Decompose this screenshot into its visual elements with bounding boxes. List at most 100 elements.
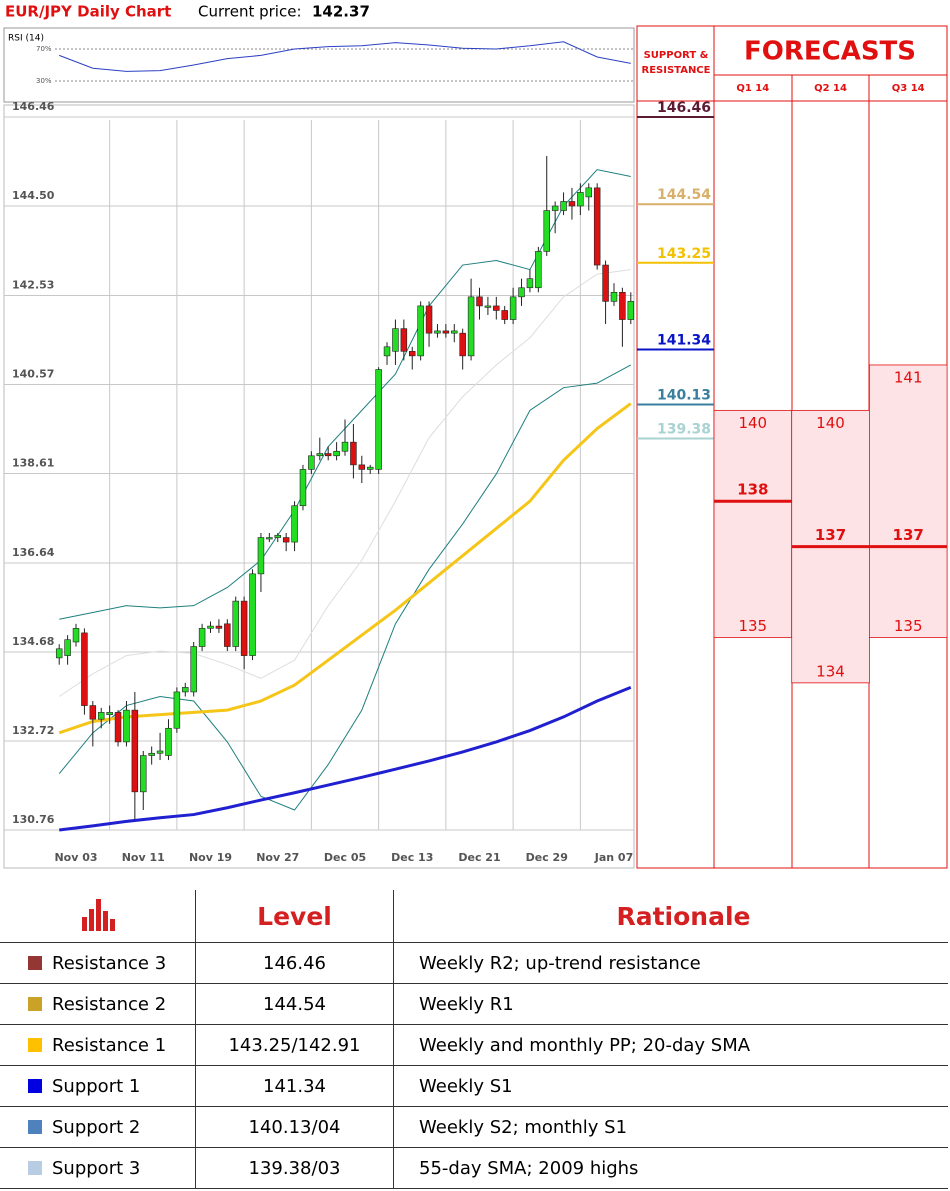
- row: Resistance 1 143.25/142.91 Weekly and mont…: [0, 1024, 948, 1066]
- forecast-mid-label: 137: [815, 526, 846, 544]
- x-tick-label: Nov 03: [54, 851, 97, 864]
- candle-body: [610, 291, 618, 302]
- x-tick-label: Dec 29: [526, 851, 568, 864]
- candle-body: [417, 305, 424, 357]
- candle-body: [467, 296, 475, 357]
- header: Rationale: [393, 890, 948, 943]
- indicator-line: [59, 686, 632, 832]
- x-tick-label: Nov 27: [256, 851, 299, 864]
- candle-body: [518, 287, 525, 298]
- candle-body: [215, 625, 223, 629]
- y-tick-label: 144.50: [12, 189, 55, 202]
- icon-cell: [0, 890, 196, 943]
- candle-body: [375, 369, 382, 470]
- candle-body: [442, 330, 450, 334]
- name-cell: Support 3: [0, 1147, 196, 1189]
- forecast-low: 135: [894, 617, 923, 635]
- candle-body: [551, 205, 559, 211]
- swatch: [28, 1119, 42, 1134]
- swatch: [28, 1037, 42, 1052]
- forecast-title: FORECASTS: [744, 37, 916, 67]
- candle-body: [156, 750, 164, 754]
- candle-body: [140, 755, 147, 793]
- candle-body: [249, 573, 256, 656]
- candle-body: [400, 328, 408, 352]
- sr-label: 139.38: [657, 422, 711, 438]
- candle-body: [72, 628, 80, 643]
- header: Level: [195, 890, 394, 943]
- level: 144.54: [195, 983, 394, 1025]
- candle-body: [425, 305, 433, 334]
- header-row: Level Rationale: [0, 890, 948, 943]
- icon: [81, 899, 115, 931]
- row: Resistance 3 146.46 Weekly R2; up-trend re…: [0, 942, 948, 984]
- indicator-line: [58, 402, 632, 735]
- sr-label: 144.54: [657, 187, 711, 203]
- candle-body: [434, 330, 441, 334]
- swatch: [28, 1160, 42, 1175]
- rsi-title: RSI (14): [8, 34, 44, 44]
- row: Resistance 2 144.54 Weekly R1: [0, 983, 948, 1025]
- quarter-label: Q1 14: [736, 83, 769, 94]
- candle-body: [602, 264, 609, 302]
- candle-body: [560, 201, 567, 211]
- candle-body: [484, 305, 492, 308]
- candle-body: [577, 192, 584, 207]
- sr-label: 141.34: [657, 333, 711, 349]
- rsi-tick-label: 30%: [36, 77, 52, 85]
- y-tick-label: 142.53: [12, 278, 54, 291]
- level-name: Support 3: [52, 1157, 141, 1179]
- name-cell: Support 2: [0, 1106, 196, 1148]
- level: 140.13/04: [195, 1106, 394, 1148]
- y-tick-label: 130.76: [12, 813, 55, 826]
- y-tick-label: 140.57: [12, 367, 54, 380]
- chart-frame: [3, 104, 635, 869]
- row: Support 1 141.34 Weekly S1: [0, 1065, 948, 1107]
- rsi-frame: [3, 27, 635, 103]
- level: 139.38/03: [195, 1147, 394, 1189]
- swatch: [28, 996, 42, 1011]
- candle-body: [451, 330, 458, 334]
- candle-body: [409, 351, 416, 357]
- candle-body: [333, 450, 340, 457]
- candle-body: [55, 648, 63, 659]
- level-name: Resistance 1: [52, 1034, 167, 1056]
- y-tick-label: 136.64: [12, 546, 55, 559]
- candle-body: [543, 210, 550, 252]
- candle-body: [173, 691, 181, 729]
- forecast-mid-label: 137: [893, 526, 924, 544]
- swatch: [28, 955, 42, 970]
- rationale: Weekly and monthly PP; 20-day SMA: [393, 1024, 948, 1066]
- candle-body: [190, 646, 197, 693]
- candle-body: [114, 712, 122, 743]
- sr-title: SUPPORT & RESISTANCE: [641, 50, 711, 76]
- candle-body: [232, 600, 239, 647]
- candle-body: [585, 187, 593, 198]
- candle-body: [568, 201, 576, 207]
- candle-body: [493, 305, 500, 311]
- rationale: Weekly S1: [393, 1065, 948, 1107]
- level: 146.46: [195, 942, 394, 984]
- forecast-low: 134: [816, 662, 845, 680]
- sr-label: 140.13: [657, 387, 711, 403]
- y-tick-label: 138.61: [12, 457, 54, 470]
- name-cell: Resistance 2: [0, 983, 196, 1025]
- candle-body: [366, 466, 374, 470]
- level-name: Support 1: [52, 1075, 141, 1097]
- candle-body: [240, 600, 248, 656]
- name-cell: Resistance 3: [0, 942, 196, 984]
- candle-body: [97, 712, 105, 720]
- candle-body: [123, 709, 130, 743]
- rationale: Weekly R1: [393, 983, 948, 1025]
- candle-body: [341, 441, 349, 452]
- rsi-tick-label: 70%: [36, 45, 52, 53]
- level-name: Resistance 2: [52, 993, 167, 1015]
- candle-body: [308, 455, 315, 470]
- candle-body: [165, 727, 172, 756]
- indicator-line: [58, 364, 632, 811]
- candle-body: [106, 712, 113, 715]
- candle-body: [392, 328, 399, 352]
- row: Support 2 140.13/04 Weekly S2; monthly S1: [0, 1106, 948, 1148]
- sr-label: 146.46: [657, 100, 711, 116]
